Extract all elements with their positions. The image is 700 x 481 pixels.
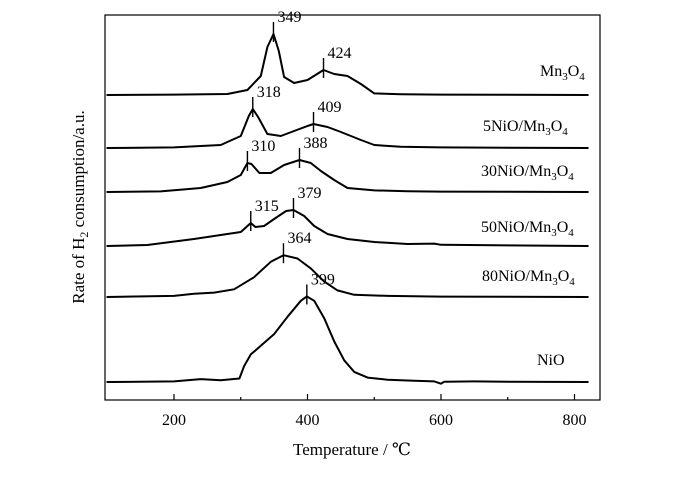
series-labels: Mn3O4 5NiO/Mn3O4 30NiO/Mn3O4 50NiO/Mn3O4 80N… (481, 63, 585, 369)
series-label: 5NiO/Mn3O4 (483, 118, 568, 138)
peak-label: 310 (251, 138, 275, 155)
peak-label: 388 (303, 135, 327, 152)
x-tick-label: 400 (296, 412, 320, 429)
y-axis-title: Rate of H2 consumption/a.u. (69, 110, 91, 303)
series-label: NiO (537, 352, 565, 369)
x-axis-title: Temperature / ℃ (293, 440, 411, 459)
x-tick-label: 200 (162, 412, 186, 429)
series-curve (106, 108, 589, 149)
peak-label: 424 (328, 45, 352, 62)
series-label: 30NiO/Mn3O4 (481, 163, 574, 183)
series-label: Mn3O4 (540, 63, 585, 83)
peak-markers: 349 424 318 409 310 388 315 379 364 399 (246, 9, 352, 305)
series-label: 80NiO/Mn3O4 (482, 268, 575, 288)
x-ticks: 200 400 600 800 (162, 394, 587, 429)
series-curves (106, 33, 589, 385)
peak-label: 379 (297, 185, 321, 202)
peak-label: 318 (257, 84, 281, 101)
series-label: 50NiO/Mn3O4 (481, 219, 574, 239)
peak-label: 364 (287, 230, 311, 247)
x-tick-label: 800 (563, 412, 587, 429)
peak-label: 399 (311, 271, 335, 288)
series-curve (106, 295, 589, 385)
series-curve (106, 33, 589, 96)
peak-label: 349 (277, 9, 301, 26)
peak-label: 409 (318, 99, 342, 116)
series-curve (106, 254, 589, 298)
series-curve (106, 159, 589, 193)
peak-label: 315 (255, 198, 279, 215)
x-tick-label: 600 (429, 412, 453, 429)
plot-frame (104, 14, 601, 401)
